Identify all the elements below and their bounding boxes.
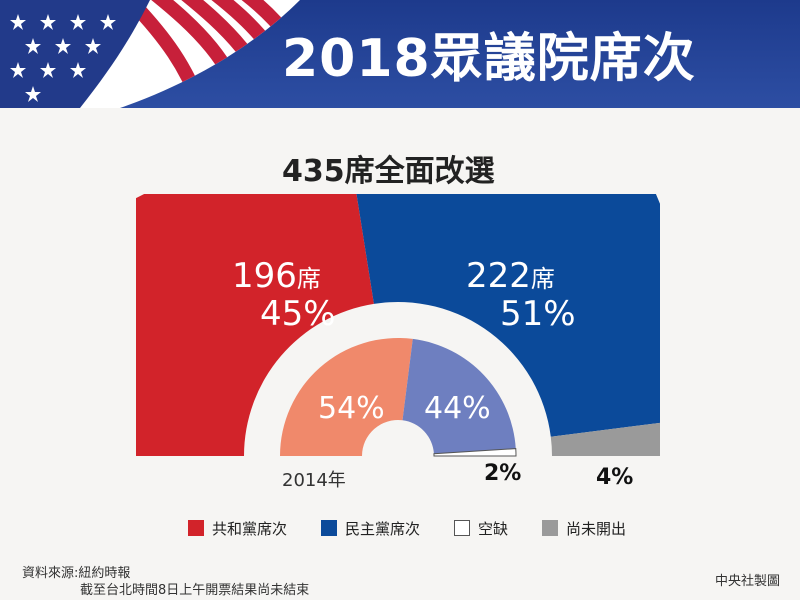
legend-swatch-republican bbox=[188, 520, 204, 536]
segment-2018-democrat bbox=[356, 194, 660, 437]
legend-swatch-democrat bbox=[321, 520, 338, 536]
legend-swatch-undecided bbox=[542, 520, 559, 536]
note-text: 截至台北時間8日上午開票結果尚未結束 bbox=[80, 583, 310, 598]
label-2018-democrat-percent: 51% bbox=[500, 294, 576, 334]
legend-item-democrat: 民主黨席次 bbox=[321, 518, 420, 539]
credit-text: 中央社製圖 bbox=[714, 574, 780, 589]
segment-2018-republican bbox=[136, 194, 374, 456]
label-2018-republican-percent: 45% bbox=[260, 294, 336, 334]
segment-2018-undecided bbox=[550, 422, 660, 456]
label-2014-democrat-percent: 44% bbox=[424, 391, 491, 426]
outer-ring-2018 bbox=[136, 194, 660, 456]
label-2018-undecided-percent: 4% bbox=[596, 465, 633, 490]
legend-label-democrat: 民主黨席次 bbox=[345, 519, 421, 538]
page-title: 2018眾議院席次 bbox=[282, 29, 696, 89]
label-2014-vacant-percent: 2% bbox=[484, 461, 521, 486]
legend-item-vacant: 空缺 bbox=[454, 518, 508, 539]
chart-subtitle: 435席全面改選 bbox=[282, 154, 495, 189]
label-2014-year: 2014年 bbox=[282, 470, 346, 491]
chart-legend: 共和黨席次 民主黨席次 空缺 尚未開出 bbox=[188, 516, 660, 540]
header-banner bbox=[0, 0, 800, 108]
legend-label-republican: 共和黨席次 bbox=[212, 519, 288, 538]
legend-swatch-vacant bbox=[454, 520, 471, 536]
segment-2014-democrat bbox=[402, 338, 516, 454]
label-2018-democrat-seats: 222席 bbox=[466, 256, 555, 296]
legend-item-undecided: 尚未開出 bbox=[542, 518, 626, 539]
legend-label-vacant: 空缺 bbox=[478, 519, 509, 538]
label-2018-republican-seats: 196席 bbox=[232, 256, 321, 296]
legend-label-undecided: 尚未開出 bbox=[566, 519, 627, 538]
label-2014-republican-percent: 54% bbox=[318, 391, 385, 426]
segment-2014-republican bbox=[280, 338, 413, 456]
source-text: 資料來源:紐約時報 bbox=[22, 566, 131, 581]
segment-2014-vacant bbox=[433, 448, 517, 457]
inner-ring-2014 bbox=[280, 338, 517, 457]
legend-item-republican: 共和黨席次 bbox=[188, 518, 287, 539]
